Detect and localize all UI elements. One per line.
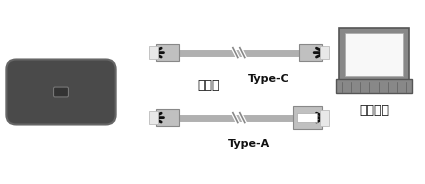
FancyBboxPatch shape (6, 59, 116, 125)
FancyBboxPatch shape (336, 79, 412, 93)
FancyBboxPatch shape (149, 111, 158, 124)
Text: または: または (198, 79, 220, 92)
FancyBboxPatch shape (320, 46, 329, 59)
FancyBboxPatch shape (54, 87, 68, 97)
Text: Type-C: Type-C (248, 74, 289, 84)
FancyBboxPatch shape (293, 106, 322, 129)
FancyBboxPatch shape (339, 28, 409, 81)
Bar (345, 33, 403, 76)
Bar (298, 113, 317, 123)
FancyBboxPatch shape (320, 109, 329, 126)
Text: パソコン: パソコン (359, 104, 389, 117)
FancyBboxPatch shape (149, 46, 158, 59)
FancyBboxPatch shape (156, 44, 179, 61)
FancyBboxPatch shape (299, 44, 322, 61)
FancyBboxPatch shape (156, 109, 179, 126)
Text: Type-A: Type-A (228, 139, 270, 149)
